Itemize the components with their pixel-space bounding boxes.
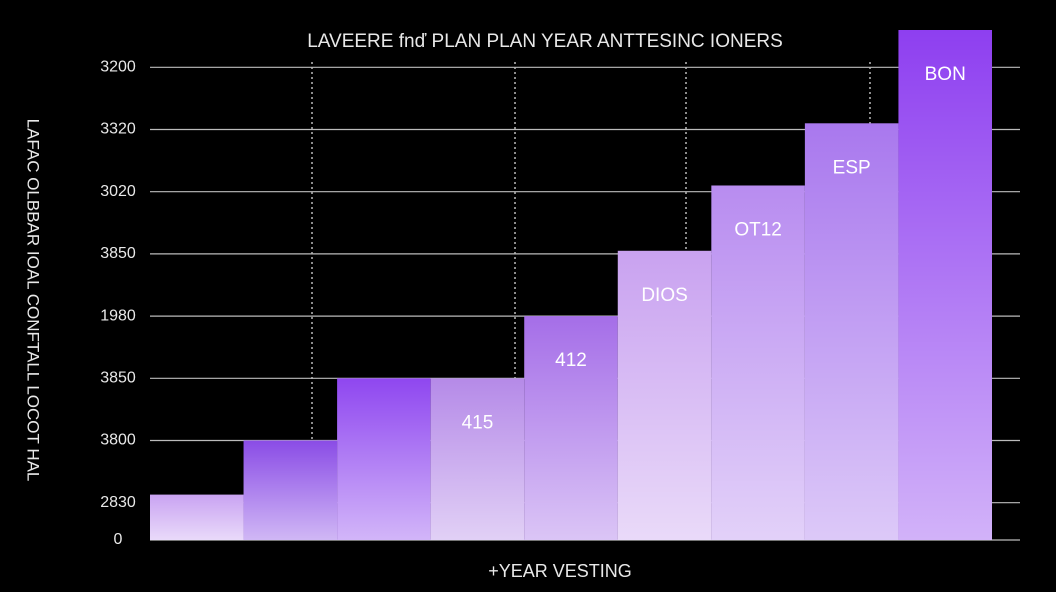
data-label: DIOS <box>641 285 687 306</box>
bar-shade <box>804 123 899 540</box>
y-tick-label: 0 <box>114 531 123 548</box>
y-tick-label: 3200 <box>100 59 136 76</box>
bar-shade <box>617 250 712 541</box>
x-axis-label: +YEAR VESTING <box>488 561 632 581</box>
bar-shade <box>243 440 338 540</box>
y-tick-label: 3850 <box>100 245 136 262</box>
bar-shade <box>711 185 805 541</box>
bar-shade <box>898 30 992 540</box>
data-label: ESP <box>833 157 871 178</box>
data-label: BON <box>925 64 966 85</box>
bar-shade <box>150 494 244 540</box>
chart-title: LAVEERE fnď PLAN PLAN YEAR ANTTESINC ION… <box>307 31 783 52</box>
y-tick-label: 1980 <box>100 307 136 324</box>
bar-shade <box>337 378 431 540</box>
y-axis-label: LAFAC OLBBAR IOAL CONFTALL LOCOT HAL <box>24 119 43 482</box>
y-tick-label: 3320 <box>100 121 136 138</box>
y-tick-label: 2830 <box>100 494 136 511</box>
y-tick-label: 3800 <box>100 432 136 449</box>
data-label: OT12 <box>734 220 782 241</box>
dotted-lines <box>311 62 871 540</box>
data-label: 412 <box>555 350 587 371</box>
bar-shade <box>430 378 525 540</box>
bars: 415 412 DIOS OT12 ESP BON <box>150 30 992 541</box>
data-label: 415 <box>462 412 494 433</box>
y-tick-label: 3850 <box>100 370 136 387</box>
bar-shade <box>524 316 618 540</box>
y-tick-label: 3020 <box>100 183 136 200</box>
